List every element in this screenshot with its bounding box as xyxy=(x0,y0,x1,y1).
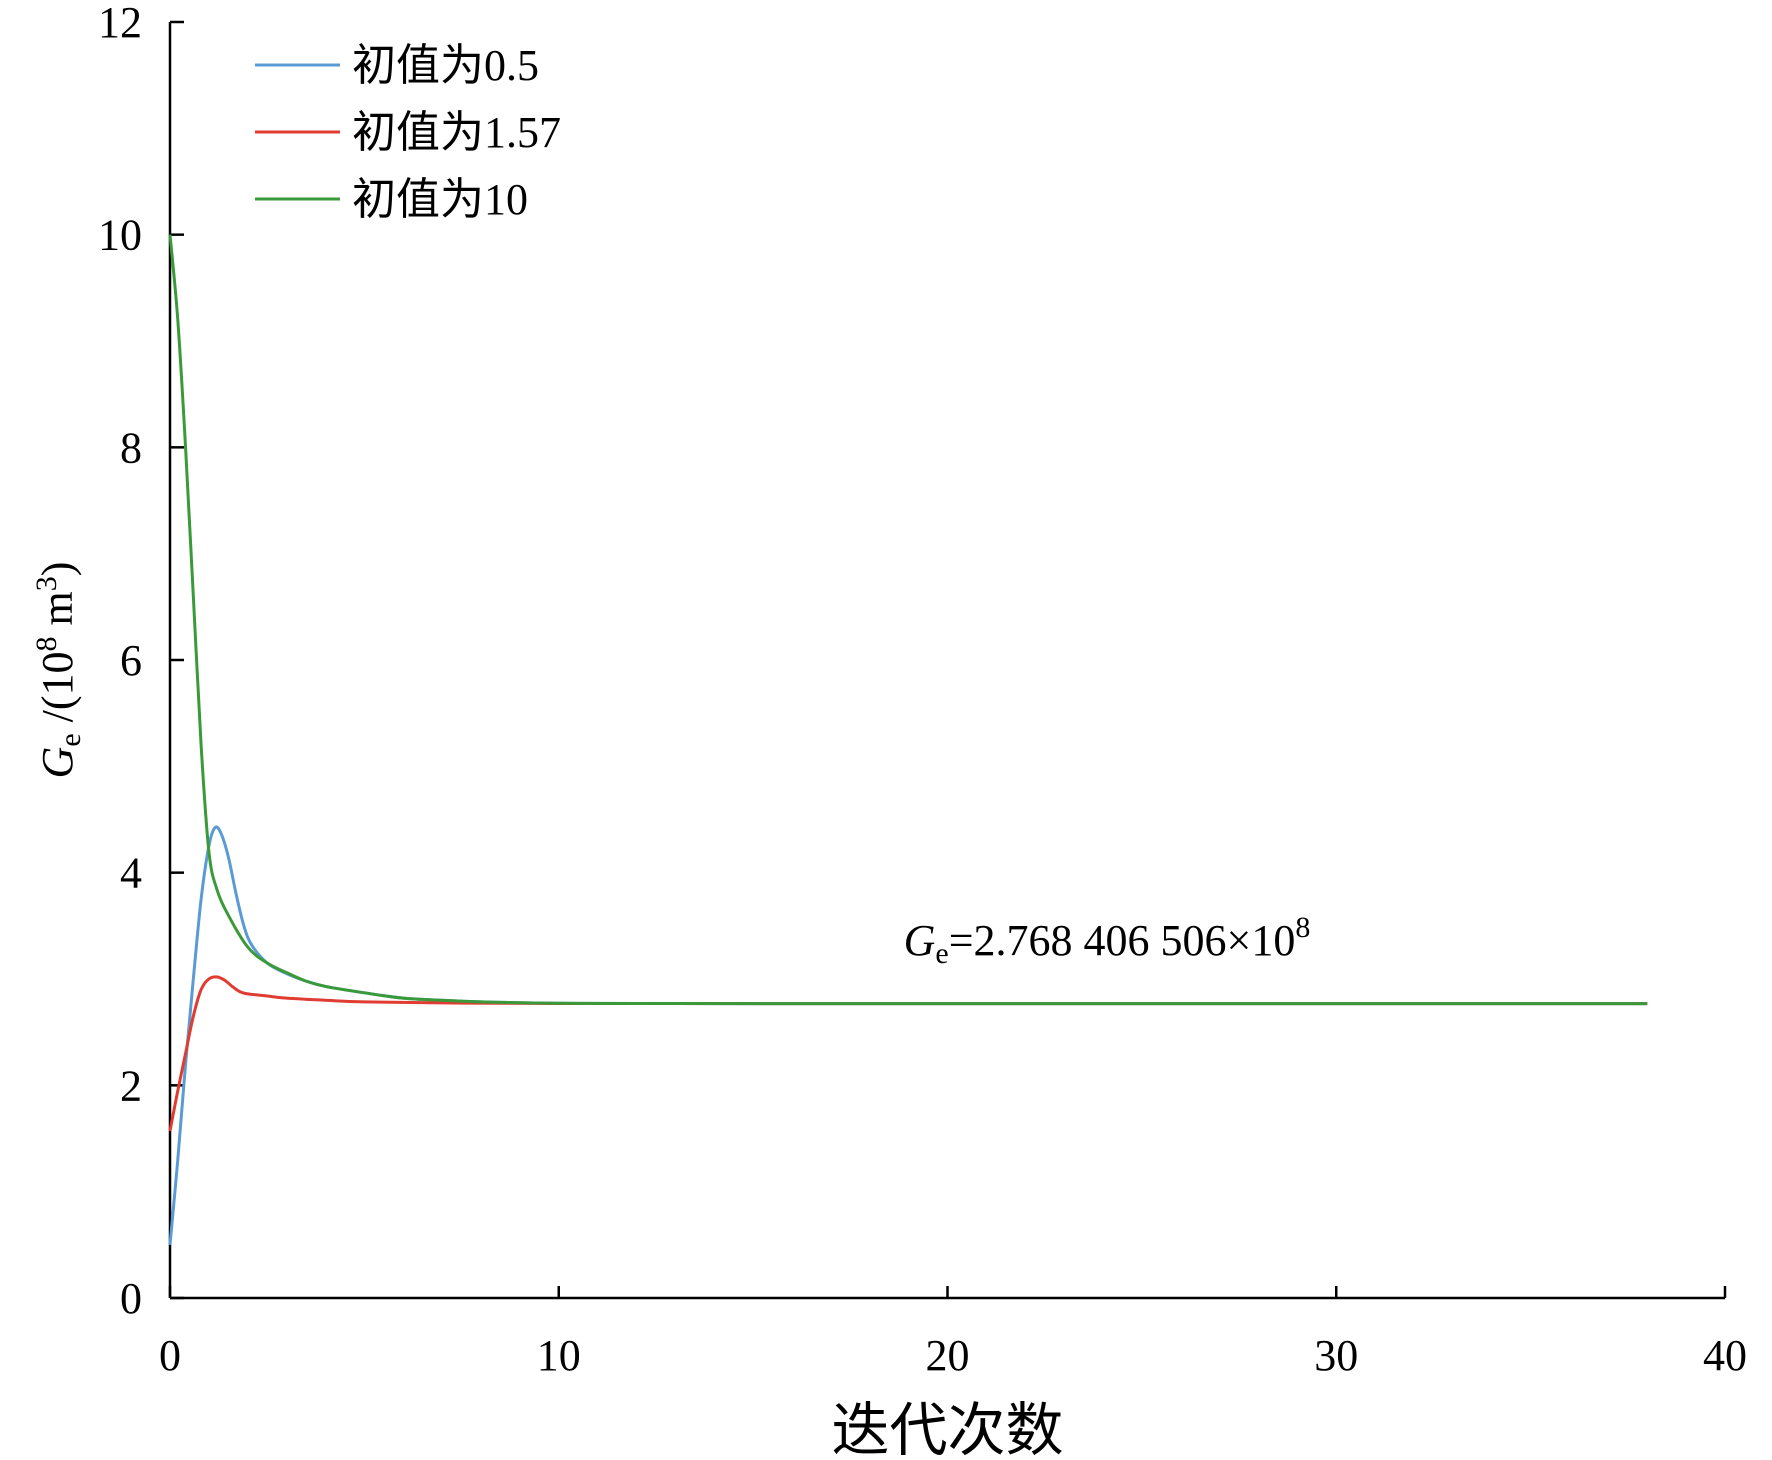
y-axis-unit-exp2: 3 xyxy=(30,576,63,591)
y-axis-unit-mid: m xyxy=(33,591,82,636)
y-ticks: 0 2 4 6 8 10 12 xyxy=(98,0,184,1323)
legend: 初值为0.5 初值为1.57 初值为10 xyxy=(255,41,561,224)
annotation-text: =2.768 406 506×10 xyxy=(949,916,1296,965)
x-ticks: 0 10 20 30 40 xyxy=(159,1286,1747,1380)
y-tick-label: 10 xyxy=(98,211,142,260)
legend-label-1: 初值为1.57 xyxy=(352,108,561,157)
y-tick-label: 12 xyxy=(98,0,142,47)
x-tick-label: 40 xyxy=(1703,1331,1747,1380)
series-line-1 xyxy=(168,975,1648,1132)
y-axis-unit-suffix: ) xyxy=(33,562,82,577)
convergence-annotation: Ge=2.768 406 506×108 xyxy=(904,911,1311,970)
y-axis-subscript: e xyxy=(54,733,87,746)
y-tick-label: 2 xyxy=(120,1061,142,1110)
y-tick-label: 4 xyxy=(120,849,142,898)
legend-label-0: 初值为0.5 xyxy=(352,41,539,90)
y-tick-label: 0 xyxy=(120,1274,142,1323)
legend-label-2: 初值为10 xyxy=(352,175,528,224)
x-tick-label: 10 xyxy=(537,1331,581,1380)
x-tick-label: 0 xyxy=(159,1331,181,1380)
y-axis-unit-exp: 8 xyxy=(30,636,63,651)
series-line-2 xyxy=(168,234,1648,1006)
annotation-exp: 8 xyxy=(1295,911,1310,944)
series-line-0 xyxy=(168,825,1648,1245)
y-tick-label: 8 xyxy=(120,423,142,472)
annotation-subscript: e xyxy=(935,937,948,970)
y-tick-label: 6 xyxy=(120,636,142,685)
y-axis-unit-prefix: /(10 xyxy=(33,651,82,733)
series-lines xyxy=(168,234,1648,1245)
annotation-symbol: G xyxy=(904,916,936,965)
x-tick-label: 30 xyxy=(1314,1331,1358,1380)
y-axis-symbol: G xyxy=(33,747,82,779)
y-axis-title: Ge /(108 m3) xyxy=(30,562,87,779)
x-tick-label: 20 xyxy=(926,1331,970,1380)
x-axis-title: 迭代次数 xyxy=(831,1398,1063,1460)
